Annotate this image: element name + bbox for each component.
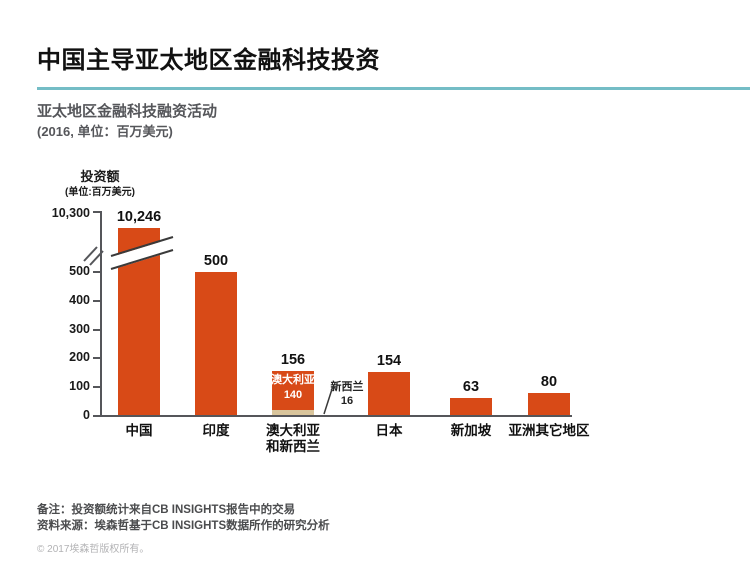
bar-category-label: 新加坡 xyxy=(450,423,492,438)
y-axis-tick-label: 200 xyxy=(69,350,90,365)
nz-callout-label: 新西兰 xyxy=(330,381,364,393)
y-axis-tick xyxy=(93,415,101,417)
segment-label-australia-nz-0: 澳大利亚 xyxy=(271,374,315,386)
y-axis-title: 投资额 xyxy=(80,169,120,184)
y-axis-tick xyxy=(93,386,101,389)
footnote-note: 备注：投资额统计来自CB INSIGHTS报告中的交易 xyxy=(37,504,296,516)
bar-value-label: 10,246 xyxy=(116,209,162,225)
chart-subtitle-line2: (2016, 单位：百万美元) xyxy=(37,124,173,139)
y-axis-tick-label: 300 xyxy=(69,321,90,336)
bar-category-label: 印度 xyxy=(202,423,230,438)
y-axis xyxy=(100,211,102,417)
chart-subtitle-line1: 亚太地区金融科技融资活动 xyxy=(37,103,218,120)
page-title: 中国主导亚太地区金融科技投资 xyxy=(37,47,380,74)
y-axis-tick xyxy=(93,357,101,360)
bar-value-label: 500 xyxy=(203,253,229,269)
y-axis-tick xyxy=(93,211,101,213)
bar-category-label: 澳大利亚 xyxy=(266,423,320,438)
title-divider xyxy=(37,87,750,90)
y-axis-tick-label: 100 xyxy=(69,379,90,394)
bar-value-label: 63 xyxy=(462,378,480,395)
bar-australia-nz xyxy=(272,371,314,415)
segment-australia-nz-secondary xyxy=(272,409,314,415)
x-axis xyxy=(100,415,572,417)
bar-value-label: 156 xyxy=(280,352,306,369)
y-axis-unit: (单位:百万美元) xyxy=(65,187,135,198)
nz-callout-value: 16 xyxy=(340,395,354,407)
y-axis-tick xyxy=(93,271,101,273)
y-axis-tick-label: 400 xyxy=(69,292,90,307)
bar-china xyxy=(118,228,160,415)
bar-india xyxy=(195,272,237,415)
bar-singapore xyxy=(450,397,492,415)
bar-other-asia xyxy=(528,392,570,415)
y-axis-tick-label: 500 xyxy=(69,264,90,278)
bar-category-label: 亚洲其它地区 xyxy=(508,423,590,438)
bar-japan xyxy=(368,371,410,415)
y-axis-tick-label: 0 xyxy=(83,408,90,422)
bar-value-label: 80 xyxy=(540,373,558,390)
y-axis-tick xyxy=(93,299,101,302)
footnote-source: 资料来源：埃森哲基于CB INSIGHTS数据所作的研究分析 xyxy=(37,520,330,532)
bar-category-label: 中国 xyxy=(125,423,153,438)
segment-label-australia-nz-1: 140 xyxy=(283,389,303,401)
copyright: © 2017埃森哲版权所有。 xyxy=(37,544,150,555)
bar-category-label: 日本 xyxy=(375,423,403,438)
y-axis-tick-label: 10,300 xyxy=(51,206,90,220)
bar-category-label: 和新西兰 xyxy=(266,439,320,454)
y-axis-tick xyxy=(93,328,101,331)
bar-value-label: 154 xyxy=(376,352,402,369)
